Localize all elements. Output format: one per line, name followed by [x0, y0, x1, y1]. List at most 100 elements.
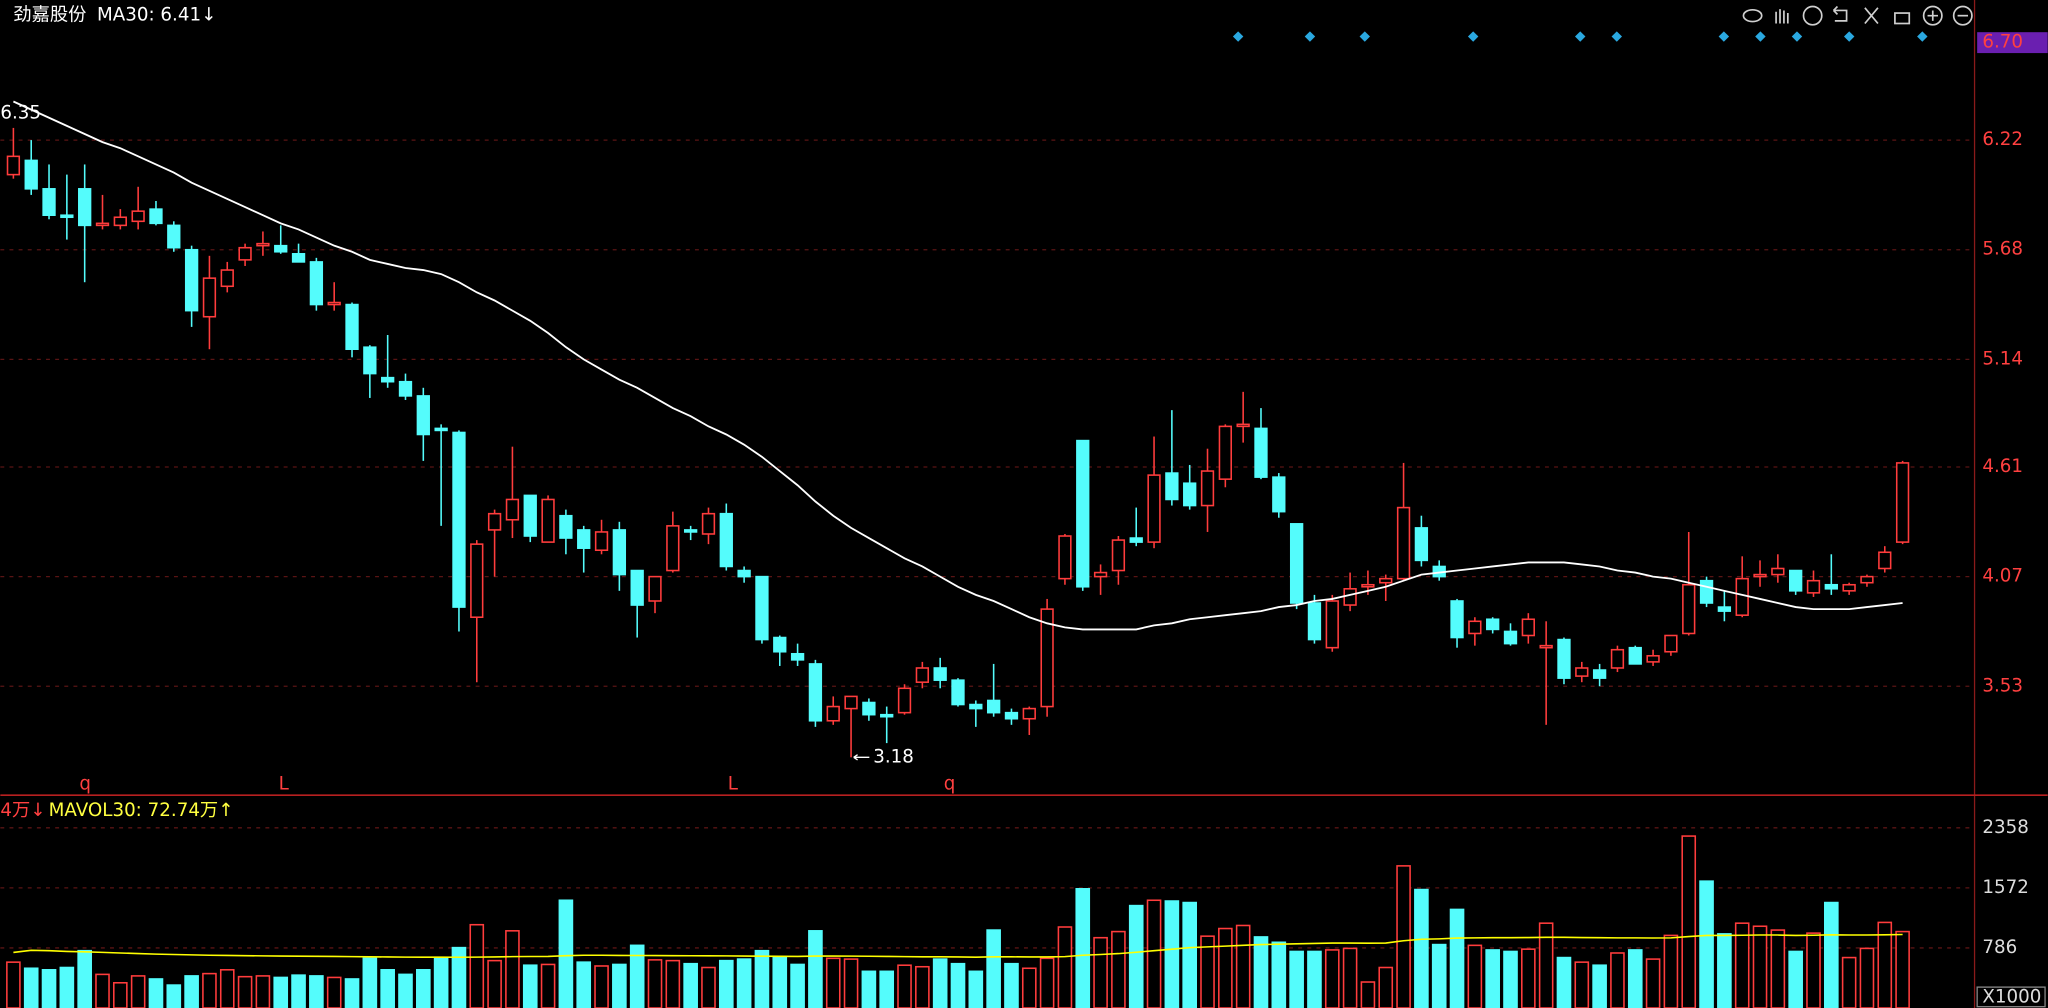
volume-bar	[540, 963, 556, 1008]
volume-bar	[1806, 932, 1821, 1008]
volume-bar	[451, 946, 467, 1008]
candle-body	[986, 699, 1001, 714]
candle-body	[1076, 439, 1090, 588]
candle-body	[42, 188, 56, 217]
candle-body	[1699, 579, 1714, 604]
zoom-out-icon[interactable]	[1952, 5, 1973, 26]
candle-body	[1396, 506, 1411, 580]
candle-body	[1735, 577, 1749, 616]
candle-body	[434, 427, 448, 432]
volume-bar	[95, 973, 110, 1008]
candle-body	[238, 246, 252, 261]
min-marker-arrow	[853, 754, 870, 761]
volume-bar	[1414, 888, 1429, 1008]
event-diamond	[1359, 31, 1371, 42]
volume-bar	[1057, 926, 1073, 1008]
candle-body	[897, 687, 912, 714]
candle-body	[1592, 669, 1607, 679]
volume-bar	[1111, 930, 1126, 1008]
mavol30-line	[13, 933, 1903, 959]
volume-bar	[1431, 943, 1447, 1008]
candle-body	[1058, 535, 1072, 580]
cut-icon[interactable]	[1864, 7, 1879, 25]
volume-bar	[665, 959, 681, 1008]
candle-body	[862, 701, 876, 716]
min-marker: 3.18	[873, 746, 914, 767]
play-icon[interactable]	[1802, 5, 1823, 26]
candle-body	[1361, 583, 1375, 588]
volume-bar	[1663, 934, 1679, 1008]
volume-bar	[1485, 949, 1500, 1008]
candle-body	[1022, 707, 1036, 720]
candle-body	[1129, 537, 1143, 543]
candle-body	[701, 512, 716, 535]
candle-body	[1325, 600, 1339, 649]
volume-bar	[362, 957, 378, 1008]
volume-bar	[1093, 936, 1108, 1008]
candle-body	[523, 494, 537, 537]
zoom-in-icon[interactable]	[1922, 5, 1943, 26]
current-price-box	[1977, 32, 2048, 54]
candle-body	[1040, 608, 1054, 708]
candle-body	[755, 575, 769, 641]
volume-bar	[1271, 941, 1287, 1008]
candle-body	[1717, 606, 1732, 612]
volume-bar	[932, 958, 948, 1008]
y-tick-label: 786	[1982, 937, 2017, 958]
volume-bar	[1895, 930, 1910, 1008]
y-tick-label: 5.68	[1982, 239, 2023, 260]
candle-body	[1379, 577, 1393, 584]
candle-body	[719, 512, 733, 568]
event-diamond	[1755, 31, 1766, 42]
candle-body	[1111, 539, 1126, 572]
candle-body	[1575, 667, 1589, 677]
unit-box	[1976, 986, 2046, 1008]
candle-body	[1183, 482, 1197, 507]
volume-bar	[1788, 950, 1803, 1008]
candle-body	[327, 301, 341, 306]
candle-body	[184, 248, 199, 312]
volume-bar	[291, 974, 306, 1008]
candle-body	[1289, 523, 1304, 604]
volume-bar	[629, 944, 645, 1008]
volume-bar	[1645, 958, 1661, 1008]
volume-bar	[736, 958, 752, 1008]
volume-bar	[6, 961, 21, 1008]
lock-icon[interactable]	[1894, 12, 1911, 25]
candle-body	[1682, 583, 1696, 635]
y-tick-label: 3.53	[1982, 675, 2023, 696]
volume-bar	[986, 929, 1001, 1008]
volume-bar	[416, 969, 431, 1008]
candle-body	[291, 253, 306, 263]
volume-bar	[77, 949, 92, 1008]
hand-icon[interactable]	[1775, 9, 1789, 24]
event-diamond	[1611, 31, 1623, 42]
candle-body	[1664, 634, 1678, 653]
candle-body	[381, 376, 395, 383]
candle-body	[1147, 474, 1161, 543]
candle-body	[666, 525, 680, 572]
candle-body	[1860, 575, 1874, 584]
eye-icon[interactable]	[1742, 8, 1763, 23]
volume-bar	[237, 975, 253, 1008]
event-diamond	[1917, 31, 1928, 42]
candle-body	[1610, 648, 1625, 669]
volume-bar	[1146, 899, 1162, 1008]
volume-bar	[1004, 962, 1019, 1008]
volume-bar	[326, 976, 342, 1008]
candle-body	[60, 214, 74, 219]
undo-icon[interactable]	[1832, 5, 1848, 22]
ma30-line	[13, 100, 1903, 631]
candle-body	[487, 512, 502, 531]
volume-bar	[754, 949, 770, 1008]
candle-body	[1628, 646, 1642, 665]
volume-bar	[1182, 901, 1198, 1008]
candle-body	[1468, 620, 1482, 635]
volume-bar	[1039, 957, 1055, 1008]
candle-body	[1004, 711, 1019, 720]
volume-bar	[273, 976, 289, 1008]
y-tick-label: 4.61	[1982, 456, 2023, 477]
candle-body	[1503, 630, 1518, 645]
